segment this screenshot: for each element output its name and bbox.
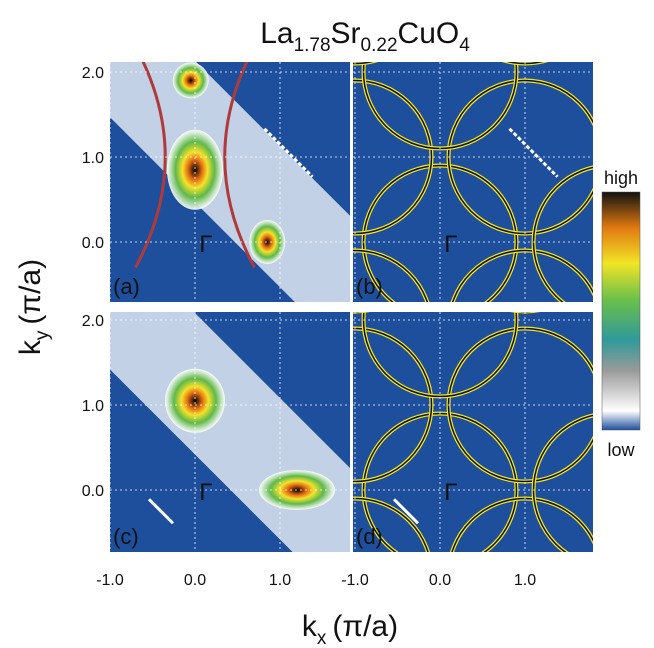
colorbar-low: low <box>607 440 635 460</box>
fermi-surface <box>223 62 256 269</box>
panel-label: (a) <box>113 274 140 299</box>
y-tick-label: 1.0 <box>82 150 104 167</box>
x-axis-label: kx (π/a) <box>302 610 398 648</box>
polarization-arrow <box>508 127 559 178</box>
gamma-label: Γ <box>199 479 212 506</box>
colorbar <box>601 191 641 431</box>
y-tick-label: 0.0 <box>82 235 104 252</box>
gamma-label: Γ <box>199 231 212 258</box>
panel-bg <box>353 62 593 302</box>
fermi-contour-core <box>353 249 429 302</box>
panel-label: (b) <box>356 274 383 299</box>
panel-label: (c) <box>113 524 139 549</box>
colorbar-high: high <box>604 168 638 188</box>
polarization-arrow <box>263 127 314 178</box>
polarization-arrow <box>392 498 420 525</box>
panel: Γ (c) <box>110 312 350 552</box>
x-tick-label: -1.0 <box>341 572 369 589</box>
measured-region <box>110 62 350 302</box>
panel-label: (d) <box>356 524 383 549</box>
y-tick-label: 1.0 <box>82 398 104 415</box>
intensity-spot <box>172 62 209 99</box>
x-tick-label: 0.0 <box>429 572 451 589</box>
y-axis-label: ky(π/a) <box>14 259 53 355</box>
x-tick-label: -1.0 <box>96 572 124 589</box>
panel: Γ (d) <box>353 312 593 552</box>
x-tick-label: 1.0 <box>269 572 291 589</box>
gamma-label: Γ <box>444 231 457 258</box>
gamma-label: Γ <box>444 479 457 506</box>
x-tick-label: 1.0 <box>514 572 536 589</box>
intensity-spot <box>167 129 223 210</box>
fermi-contour <box>501 62 549 66</box>
panel: Γ (a) <box>110 62 350 302</box>
y-tick-label: 2.0 <box>82 313 104 330</box>
y-tick-label: 2.0 <box>82 65 104 82</box>
polarization-arrow <box>147 498 175 525</box>
x-tick-label: 0.0 <box>184 572 206 589</box>
fermi-contour-core <box>451 249 593 302</box>
fermi-contour-core <box>506 62 544 65</box>
y-tick-label: 0.0 <box>82 483 104 500</box>
intensity-spot <box>249 220 286 264</box>
panel: Γ (b) <box>353 62 593 302</box>
measured-region <box>110 312 350 552</box>
title: La1.78Sr0.22CuO4 <box>260 17 470 56</box>
intensity-spot <box>165 368 225 433</box>
